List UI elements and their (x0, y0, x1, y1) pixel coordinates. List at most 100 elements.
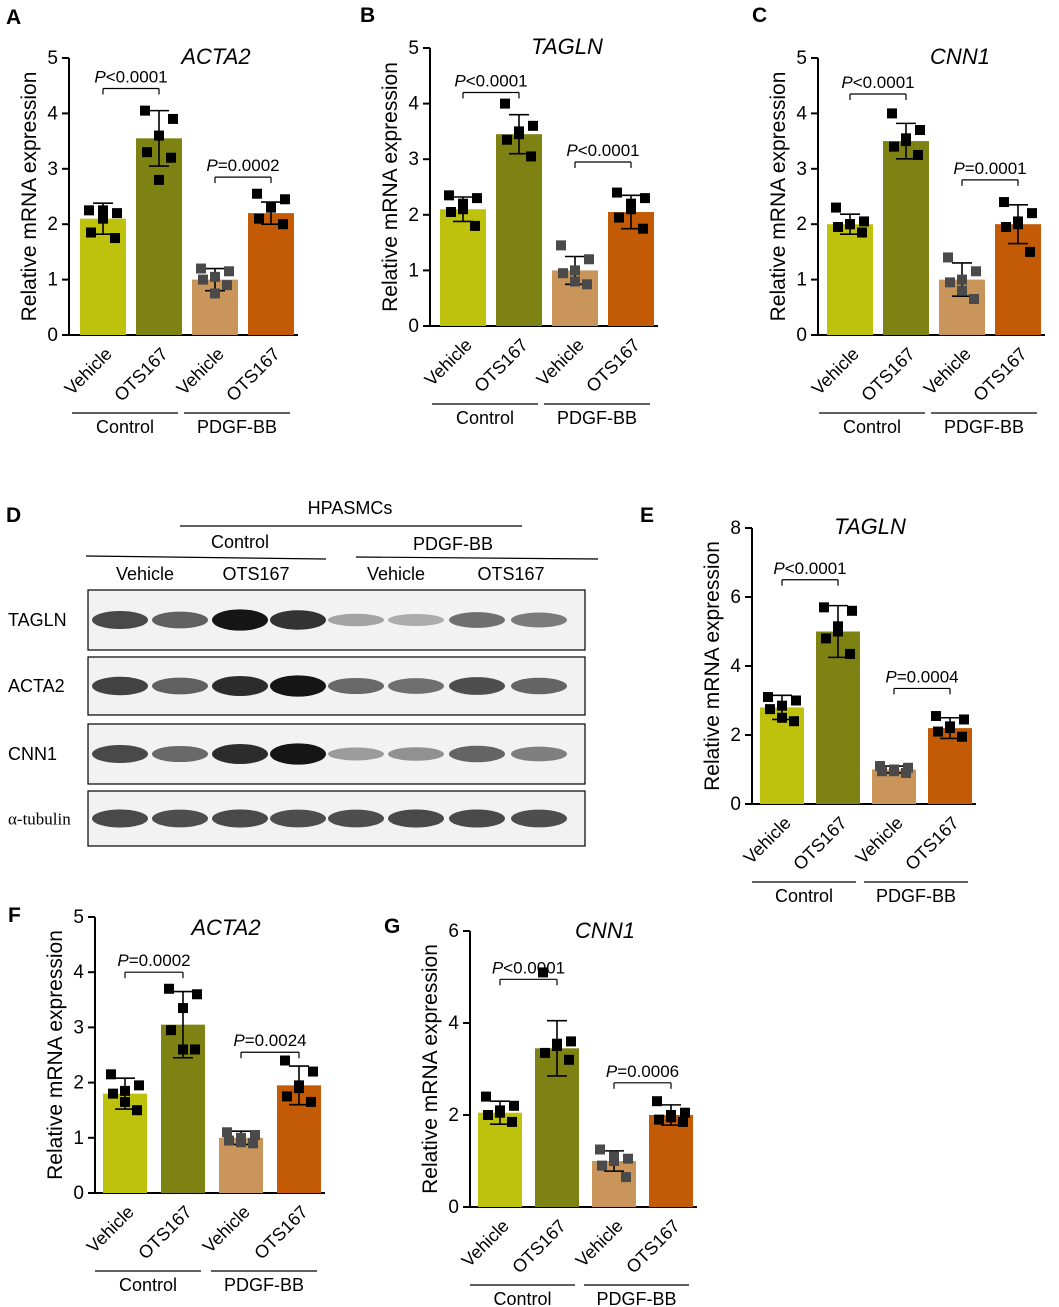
y-axis-label: Relative mRNA expression (419, 944, 442, 1194)
data-point (777, 700, 787, 711)
data-point (845, 219, 855, 230)
bar (496, 134, 542, 326)
chart-title: CNN1 (575, 918, 635, 943)
blot-band (328, 809, 384, 828)
x-tick-label: Vehicle (808, 344, 863, 399)
blot-band (270, 610, 326, 630)
data-point (845, 648, 855, 659)
data-point (570, 265, 580, 276)
p-value-label: P=0.0002 (117, 951, 190, 970)
chart-panel-a: A ACTA2 0 1 2 3 4 5 Relative mRNA expression Vehi… (6, 6, 298, 437)
blot-band (449, 745, 505, 763)
x-tick-label: OTS167 (110, 344, 172, 406)
data-point (566, 1036, 576, 1047)
blot-band (511, 612, 567, 628)
blot-band (212, 676, 268, 696)
data-point (857, 227, 867, 238)
data-point (254, 213, 264, 224)
blot-band (449, 677, 505, 695)
data-point (106, 1069, 116, 1080)
data-point (957, 274, 967, 285)
data-point (957, 731, 967, 742)
data-point (110, 233, 120, 244)
blot-band (511, 677, 567, 695)
group-label: Control (493, 1289, 551, 1307)
y-tick-label: 3 (47, 159, 58, 180)
blot-band (92, 676, 148, 696)
blot-band (152, 611, 208, 629)
panel-letter: B (360, 4, 375, 27)
p-value-label: P<0.0001 (492, 958, 565, 977)
y-axis-label: Relative mRNA expression (18, 72, 41, 322)
group-label: PDGF-BB (596, 1289, 676, 1307)
y-tick-label: 0 (73, 1183, 84, 1204)
bar (816, 631, 860, 804)
data-point (500, 98, 510, 109)
data-point (1001, 221, 1011, 232)
data-point (789, 716, 799, 727)
y-tick-label: 0 (448, 1197, 459, 1218)
blot-lane-label: OTS167 (477, 564, 544, 584)
x-tick-label: OTS167 (250, 1202, 312, 1264)
data-point (971, 266, 981, 277)
data-point (969, 293, 979, 304)
data-point (765, 704, 775, 715)
chart-title: ACTA2 (179, 44, 250, 69)
blot-band (92, 809, 148, 828)
x-tick-label: OTS167 (969, 344, 1031, 406)
data-point (833, 221, 843, 232)
data-point (210, 271, 220, 282)
chart-title: TAGLN (531, 34, 603, 59)
data-point (458, 198, 468, 209)
data-point (999, 197, 1009, 208)
y-tick-label: 0 (408, 316, 419, 337)
x-tick-label: OTS167 (789, 813, 851, 875)
y-tick-label: 2 (448, 1105, 459, 1126)
group-label: PDGF-BB (224, 1275, 304, 1295)
y-tick-label: 6 (448, 921, 459, 942)
p-value-label: P=0.0004 (885, 667, 958, 686)
chart-title: CNN1 (930, 44, 990, 69)
y-tick-label: 5 (73, 907, 84, 928)
y-tick-label: 0 (730, 794, 741, 815)
group-label: Control (456, 408, 514, 428)
bar (883, 141, 929, 335)
data-point (558, 268, 568, 279)
x-tick-label: OTS167 (508, 1216, 570, 1278)
group-label: Control (775, 886, 833, 906)
western-blot-panel: D HPASMCs Control PDGF-BB Vehicle OTS167 Vehic… (6, 498, 599, 847)
data-point (931, 711, 941, 722)
data-point (472, 193, 482, 204)
data-point (626, 198, 636, 209)
data-point (282, 1091, 292, 1102)
p-value-label: P=0.0024 (233, 1031, 306, 1050)
chart-panel-c: C CNN1 0 1 2 3 4 5 Relative mRNA expression Vehic… (752, 4, 1045, 437)
data-point (889, 141, 899, 152)
data-point (250, 1130, 260, 1141)
y-tick-label: 2 (730, 725, 741, 746)
data-point (280, 194, 290, 205)
p-value-label: P=0.0002 (206, 156, 279, 175)
data-point (210, 288, 220, 299)
y-tick-label: 3 (73, 1017, 84, 1038)
data-point (507, 1116, 517, 1127)
group-label: PDGF-BB (557, 408, 637, 428)
data-point (154, 130, 164, 141)
x-tick-label: Vehicle (199, 1202, 254, 1257)
p-value-label: P<0.0001 (94, 67, 167, 86)
panel-letter: C (752, 4, 767, 27)
y-tick-label: 4 (47, 103, 58, 124)
blot-band (152, 677, 208, 695)
y-tick-label: 2 (408, 205, 419, 226)
chart-panel-e: E TAGLN 0 2 4 6 8 Relative mRNA expression Vehic… (640, 504, 976, 906)
data-point (306, 1096, 316, 1107)
data-point (196, 263, 206, 274)
data-point (859, 216, 869, 227)
data-point (612, 187, 622, 198)
data-point (1013, 216, 1023, 227)
data-point (190, 1044, 200, 1055)
data-point (623, 1153, 633, 1164)
data-point (538, 967, 548, 978)
data-point (166, 1025, 176, 1036)
